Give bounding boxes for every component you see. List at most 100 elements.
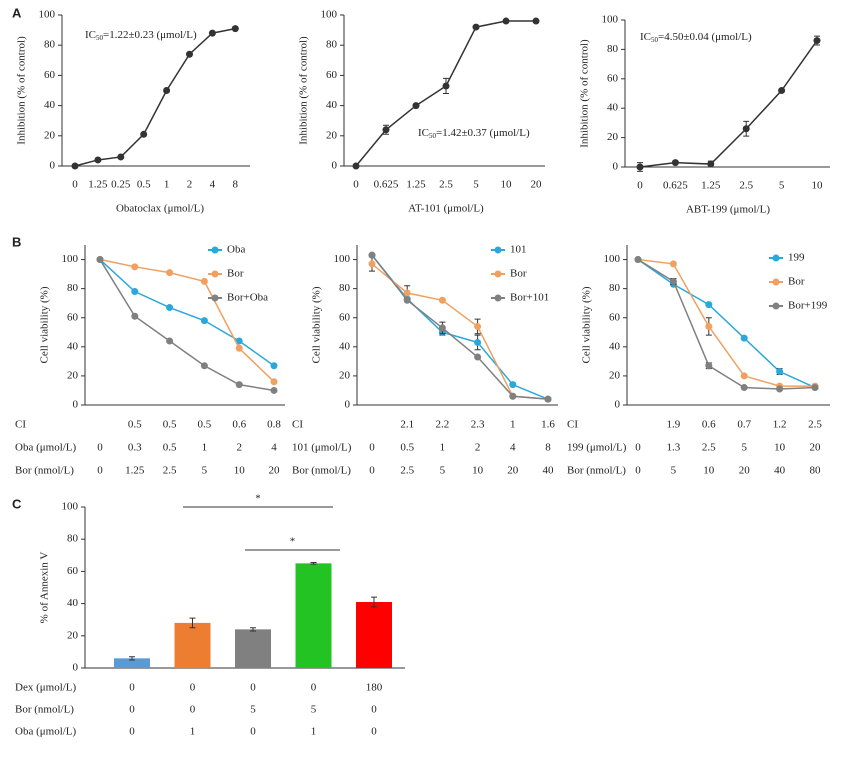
error-bar [371,596,377,608]
y-tick-label: 40 [609,340,621,352]
table-cell: 1 [510,419,516,431]
point [368,260,376,268]
y-tick-label: 0 [332,160,338,172]
table-row-label: 199 (μmol/L) [567,442,627,454]
table-row-label: Bor (nmol/L) [567,465,626,477]
y-tick-label: 0 [50,160,56,172]
table-cell: 0 [97,465,103,477]
table-cell: 2.3 [471,419,485,431]
point [474,322,482,330]
y-tick-label: 60 [44,69,56,81]
point [163,87,171,94]
point [140,130,148,138]
bar [356,601,392,668]
point [235,337,243,345]
y-tick-label: 80 [609,282,621,294]
point [707,160,715,168]
panel-label: B [12,234,21,249]
table-cell: 1.25 [125,465,145,477]
x-tick-label: 0.5 [137,179,151,191]
point [502,17,510,25]
x-tick-label: 0.625 [374,179,399,191]
table-cell: 0.5 [128,419,142,431]
table-cell: 0.5 [198,419,212,431]
x-tick-label: 1.25 [701,180,721,192]
table-cell: 40 [543,465,555,477]
point [131,312,139,320]
x-axis-label: AT-101 (μmol/L) [408,203,484,215]
y-tick-label: 60 [339,311,351,323]
legend-label: Bor [788,276,805,288]
table-cell: 5 [671,465,677,477]
x-tick-label: 10 [501,179,513,191]
annotation-text: IC [418,127,429,139]
point [813,37,821,45]
error-bar [310,562,317,565]
table-cell: 10 [703,465,715,477]
table-cell: 0.6 [702,419,716,431]
table-cell: 4 [510,442,516,454]
y-tick-label: 0 [73,662,79,674]
legend-label: Bor+199 [788,300,828,312]
table-cell: 2.5 [400,465,414,477]
table-cell: 0.7 [737,419,751,431]
point [403,296,411,304]
y-tick-label: 60 [607,72,619,84]
legend-marker [211,246,219,254]
point [669,277,677,285]
table-cell: 0.5 [163,442,177,454]
x-axis-label: Obatoclax (μmol/L) [116,203,204,215]
x-tick-label: 2.5 [439,179,453,191]
table-cell: 2 [475,442,481,454]
point [740,334,748,342]
y-tick-label: 100 [604,253,621,265]
point [166,269,174,277]
table-cell: 1 [311,726,317,738]
point [94,156,102,164]
legend-marker [211,294,219,302]
bar [174,622,211,668]
table-cell: 40 [774,465,786,477]
x-tick-label: 1 [164,179,170,191]
y-tick-label: 20 [326,129,338,141]
table-row-label: Bor (nmol/L) [15,465,74,477]
point [403,289,411,297]
annotation: IC50=1.42±0.37 (μmol/L) [418,127,530,140]
x-tick-label: 5 [473,179,479,191]
legend-label: 199 [788,252,805,264]
y-tick-label: 40 [67,340,79,352]
table-cell: 0 [371,704,377,716]
table-cell: 5 [250,704,256,716]
annotation-suffix: =1.42±0.37 (μmol/L) [436,127,530,139]
y-tick-label: 20 [609,369,621,381]
y-axis-label: Cell viability (%) [39,286,51,363]
table-cell: 5 [202,465,208,477]
point [509,381,517,389]
table-cell: 0 [635,442,641,454]
table-cell: 0.5 [163,419,177,431]
point [740,372,748,380]
y-axis-label: Inhibition (% of control) [298,36,310,145]
table-row-label: CI [292,419,303,431]
point [705,362,713,370]
point [200,362,208,370]
legend-marker [494,270,502,278]
point [166,337,174,345]
table-cell: 5 [311,704,317,716]
table-cell: 20 [739,465,751,477]
point [532,17,540,25]
y-tick-label: 20 [67,369,79,381]
point [235,381,243,389]
point [509,392,517,400]
table-cell: 10 [234,465,246,477]
annotation-subscript: 50 [96,34,104,42]
table-cell: 0.5 [400,442,414,454]
line [637,258,815,387]
point [270,386,278,394]
line [99,259,275,392]
y-tick-label: 0 [615,399,621,411]
y-tick-label: 100 [321,9,338,21]
table-cell: 1.6 [541,419,555,431]
annotation: IC50=4.50±0.04 (μmol/L) [640,31,752,44]
legend-marker [772,254,780,262]
